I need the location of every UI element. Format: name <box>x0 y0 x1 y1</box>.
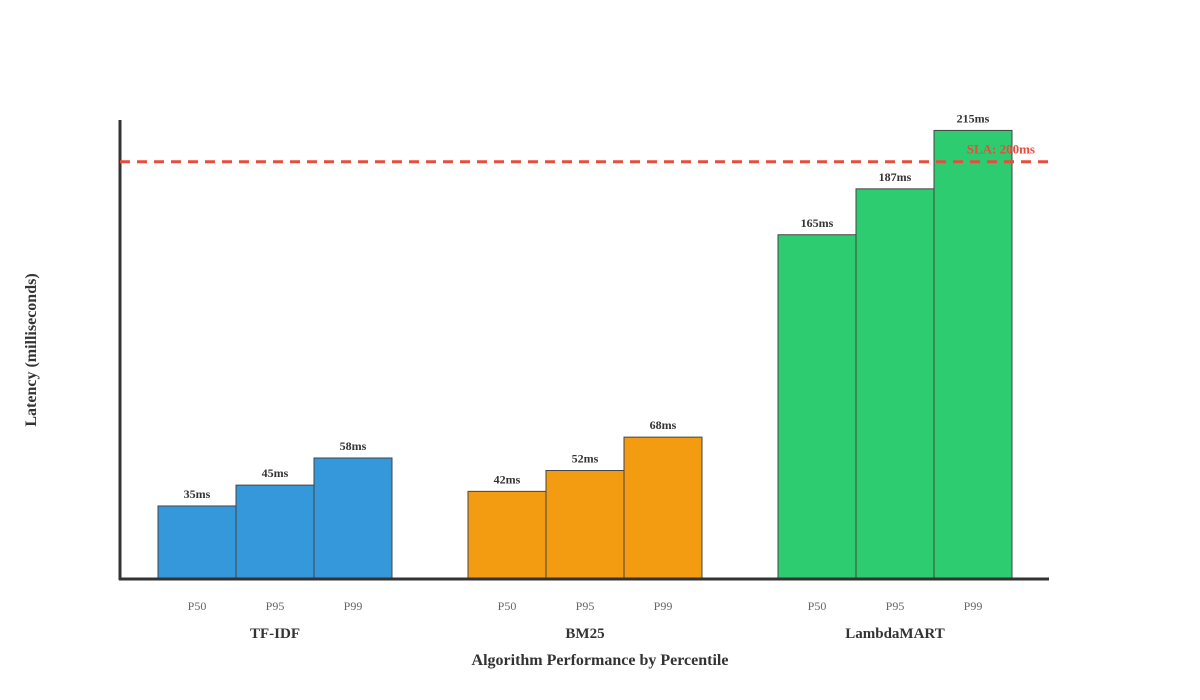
x-tick-label: P95 <box>266 599 285 613</box>
y-axis-title: Latency (milliseconds) <box>23 273 40 426</box>
x-tick-label: P50 <box>498 599 517 613</box>
group-label: LambdaMART <box>845 626 945 642</box>
bar-lambdamart-p50 <box>777 234 857 580</box>
x-tick-label: P50 <box>188 599 207 613</box>
bar-tf-idf-p99 <box>313 457 393 580</box>
bar-tf-idf-p50 <box>157 505 237 580</box>
data-label: 45ms <box>262 466 289 480</box>
x-tick-label: P95 <box>886 599 905 613</box>
data-label: 58ms <box>340 439 367 453</box>
bar-bm25-p50 <box>467 490 547 580</box>
data-label: 215ms <box>957 111 990 125</box>
x-axis-title: Algorithm Performance by Percentile <box>472 652 729 669</box>
data-label: 42ms <box>494 472 521 486</box>
group-label: TF-IDF <box>250 626 300 642</box>
bar-bm25-p99 <box>623 436 703 580</box>
data-label: 187ms <box>879 170 912 184</box>
bar-bm25-p95 <box>545 470 625 580</box>
data-label: 52ms <box>572 452 599 466</box>
group-label: BM25 <box>565 626 604 642</box>
data-label: 165ms <box>801 216 834 230</box>
labels-layer: 35ms P50 45ms P95 58ms P99 TF-IDF 42ms P50 52ms P9… <box>184 111 990 642</box>
bars-layer <box>157 129 1013 580</box>
x-tick-label: P99 <box>344 599 363 613</box>
data-label: 35ms <box>184 487 211 501</box>
bar-lambdamart-p95 <box>855 188 935 580</box>
sla-layer: SLA: 200ms <box>120 142 1049 164</box>
x-tick-label: P99 <box>654 599 673 613</box>
x-tick-label: P99 <box>964 599 983 613</box>
bar-lambdamart-p99 <box>933 129 1013 580</box>
x-tick-label: P95 <box>576 599 595 613</box>
bar-tf-idf-p95 <box>235 484 315 580</box>
data-label: 68ms <box>650 418 677 432</box>
x-tick-label: P50 <box>808 599 827 613</box>
sla-label: SLA: 200ms <box>967 142 1035 157</box>
